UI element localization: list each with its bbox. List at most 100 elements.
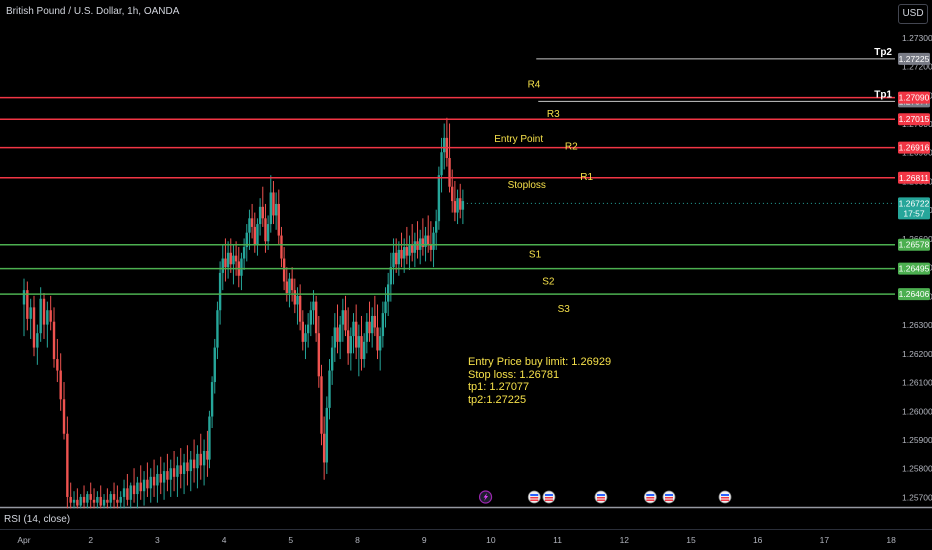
flag-icon-stripe — [596, 497, 605, 499]
price-tick-label: 1.27300 — [902, 33, 932, 43]
candle-body — [408, 244, 411, 256]
candle-body — [328, 370, 331, 408]
candle-body — [216, 310, 219, 348]
candle-body — [456, 198, 459, 213]
flag-icon-stripe — [596, 494, 605, 496]
price-tag-current-text: 1.26722 — [899, 198, 930, 208]
flag-icon-stripe — [664, 499, 673, 501]
rsi-indicator-label[interactable]: RSI (14, close) — [4, 514, 71, 525]
candle-body — [288, 278, 291, 293]
candle-body — [381, 313, 385, 337]
candle-body — [264, 218, 267, 242]
candle-body — [189, 459, 192, 472]
candle-body — [106, 499, 109, 503]
candle-body — [240, 258, 243, 276]
note-stop-loss: Stop loss: 1.26781 — [468, 368, 560, 381]
candle-body — [397, 249, 401, 265]
candle-body — [56, 359, 59, 371]
candle-body — [102, 499, 106, 506]
time-tick-label: 16 — [753, 535, 763, 545]
candle-body — [62, 399, 66, 434]
candle-body — [196, 453, 199, 469]
price-tag-tp2 — [898, 52, 930, 65]
target-label-tp2: Tp2 — [874, 47, 892, 58]
candle-body — [370, 315, 374, 334]
price-tag-s2 — [898, 262, 930, 275]
flag-icon-stripe — [721, 494, 730, 496]
candle-body — [202, 450, 206, 466]
candle-body — [304, 333, 307, 342]
candle-body — [199, 453, 202, 466]
candle-body — [224, 258, 227, 268]
candle-body — [461, 201, 465, 210]
candle-body — [234, 255, 238, 262]
price-tag-r2 — [898, 141, 930, 154]
level-label-s3: S3 — [558, 304, 571, 315]
candle-body — [373, 315, 377, 328]
candle-body — [166, 471, 169, 480]
time-tick-label: 11 — [553, 535, 562, 545]
candle-body — [32, 307, 36, 348]
candle-body — [413, 241, 417, 253]
flag-icon-stripe — [664, 497, 673, 499]
flag-icon-stripe — [664, 494, 673, 496]
candle-body — [149, 476, 152, 489]
price-tick-label: 1.25700 — [902, 492, 932, 502]
candle-body — [405, 247, 409, 256]
time-tick-label: 3 — [155, 535, 160, 545]
price-tag-r1 — [898, 171, 930, 184]
candle-body — [376, 327, 379, 351]
level-label-s1: S1 — [529, 250, 542, 261]
candle-body — [435, 221, 438, 233]
candle-body — [320, 376, 323, 434]
level-label-r1: R1 — [580, 172, 593, 183]
candle-body — [312, 301, 315, 311]
candle-body — [365, 321, 369, 342]
candle-body — [285, 281, 288, 293]
price-tag-current-countdown: 17:57 — [903, 208, 925, 218]
candle-body — [256, 224, 259, 245]
level-label-r4: R4 — [528, 80, 541, 91]
flag-icon-stripe — [530, 499, 539, 501]
candle-body — [360, 336, 363, 360]
candle-body — [109, 494, 112, 503]
currency-button[interactable]: USD — [898, 4, 928, 24]
candle-body — [242, 247, 246, 259]
candle-body — [448, 157, 451, 187]
candle-body — [169, 468, 172, 480]
candle-body — [368, 321, 371, 334]
candle-body — [210, 382, 214, 417]
candle-body — [182, 462, 186, 474]
price-tick-label: 1.25900 — [902, 435, 932, 445]
candle-body — [146, 479, 149, 489]
price-tick-label: 1.26200 — [902, 349, 932, 359]
candle-body — [162, 471, 166, 483]
candle-body — [427, 235, 430, 245]
candle-body — [79, 496, 82, 506]
candle-body — [274, 203, 278, 216]
candle-body — [330, 347, 334, 371]
price-tag-s1 — [898, 238, 930, 251]
candle-body — [179, 465, 182, 474]
candle-body — [277, 203, 280, 236]
candle-body — [232, 255, 235, 265]
candle-body — [443, 137, 446, 153]
price-tick-label: 1.26100 — [902, 378, 932, 388]
candle-body — [159, 473, 162, 483]
candle-body — [126, 488, 129, 500]
price-tag-tp2-text: 1.27225 — [899, 54, 930, 64]
note-tp2: tp2:1.27225 — [468, 393, 527, 406]
time-tick-label: 5 — [288, 535, 293, 545]
candle-body — [261, 206, 264, 219]
candle-body — [429, 244, 433, 250]
flag-icon-stripe — [646, 499, 655, 501]
candle-body — [176, 465, 179, 477]
candle-body — [156, 473, 159, 486]
candle-body — [317, 333, 321, 377]
candle-body — [136, 482, 139, 495]
price-tag-s3-text: 1.26406 — [899, 289, 930, 299]
candle-body — [26, 290, 29, 319]
candle-body — [39, 298, 42, 334]
candle-body — [46, 310, 49, 325]
flag-icon-stripe — [596, 499, 605, 501]
